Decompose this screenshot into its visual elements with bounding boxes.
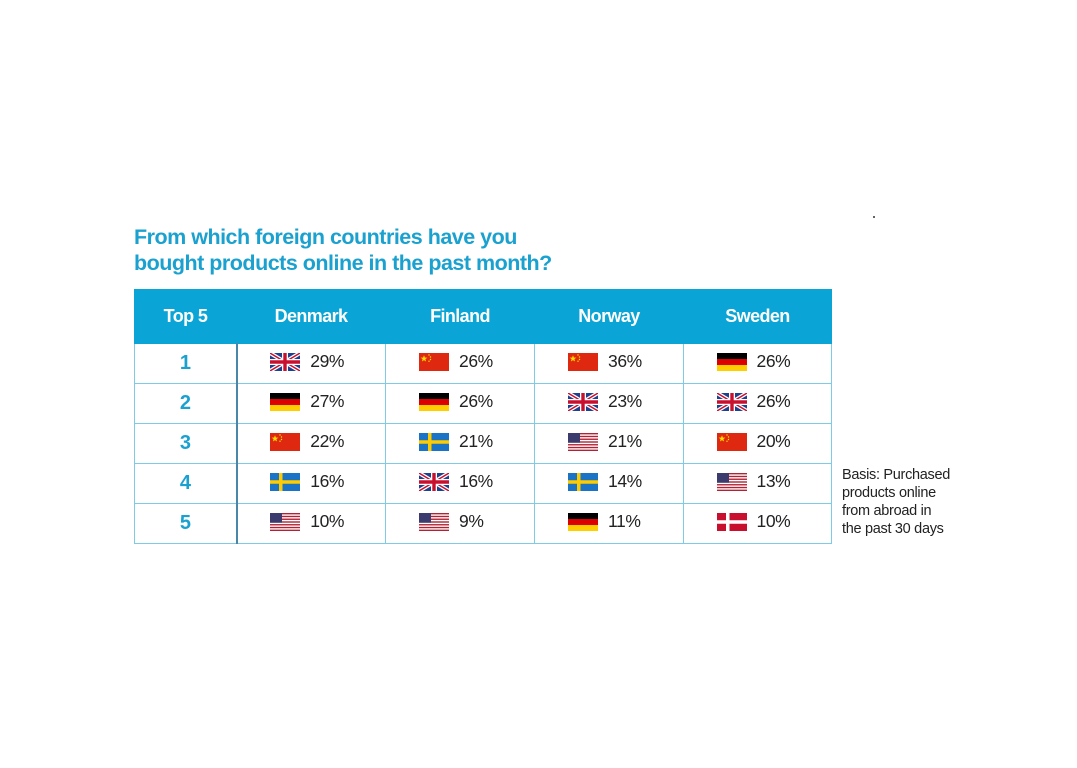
percent-value: 26% <box>459 391 493 412</box>
header-norway: Norway <box>534 289 684 344</box>
value-cell: 29% <box>236 343 386 384</box>
usa-flag-icon <box>716 472 747 491</box>
value-cell: 26% <box>385 383 535 424</box>
basis-note: Basis: Purchased products online from ab… <box>842 466 982 538</box>
table-row: 5 10% 9% 11% 10% <box>134 503 832 544</box>
value-cell: 13% <box>683 463 832 504</box>
sweden-flag-icon <box>568 472 598 491</box>
header-denmark: Denmark <box>236 289 386 344</box>
value-cell: 16% <box>385 463 535 504</box>
basis-note-line-4: the past 30 days <box>842 521 944 537</box>
table-row: 3 22% 21% 21% 20% <box>134 423 832 464</box>
rank-cell: 5 <box>134 503 238 544</box>
percent-value: 16% <box>459 471 493 492</box>
header-top5: Top 5 <box>134 289 237 344</box>
table-row: 4 16% 16% 14% 13% <box>134 463 832 504</box>
uk-flag-icon <box>716 392 747 411</box>
denmark-flag-icon <box>716 512 747 531</box>
rank-cell: 1 <box>134 343 238 384</box>
percent-value: 10% <box>756 511 791 532</box>
percent-value: 26% <box>756 391 791 412</box>
percent-value: 29% <box>310 351 345 372</box>
value-cell: 26% <box>385 343 535 384</box>
chart-title: From which foreign countries have you bo… <box>134 224 774 276</box>
rank-cell: 4 <box>134 463 238 504</box>
table-row: 1 29% 26% 36% 26% <box>134 343 832 384</box>
value-cell: 22% <box>236 423 386 464</box>
value-cell: 11% <box>534 503 684 544</box>
value-cell: 21% <box>534 423 684 464</box>
chart-title-line-1: From which foreign countries have you <box>134 225 517 249</box>
basis-note-line-2: products online <box>842 485 936 501</box>
value-cell: 10% <box>236 503 386 544</box>
uk-flag-icon <box>270 352 301 371</box>
value-cell: 10% <box>683 503 832 544</box>
germany-flag-icon <box>716 352 747 371</box>
rank-cell: 2 <box>134 383 238 424</box>
value-cell: 26% <box>683 343 832 384</box>
chart-title-line-2: bought products online in the past month… <box>134 251 552 275</box>
sweden-flag-icon <box>419 432 449 451</box>
germany-flag-icon <box>270 392 301 411</box>
percent-value: 26% <box>756 351 791 372</box>
percent-value: 11% <box>608 511 641 532</box>
value-cell: 16% <box>236 463 386 504</box>
value-cell: 27% <box>236 383 386 424</box>
china-flag-icon <box>270 432 301 451</box>
header-sweden: Sweden <box>683 289 832 344</box>
value-cell: 23% <box>534 383 684 424</box>
usa-flag-icon <box>419 512 449 531</box>
basis-note-line-3: from abroad in <box>842 503 932 519</box>
germany-flag-icon <box>419 392 449 411</box>
stray-dot <box>873 216 875 218</box>
percent-value: 16% <box>310 471 345 492</box>
uk-flag-icon <box>568 392 598 411</box>
sweden-flag-icon <box>270 472 301 491</box>
percent-value: 22% <box>310 431 345 452</box>
value-cell: 21% <box>385 423 535 464</box>
top5-table: Top 5 Denmark Finland Norway Sweden 1 29% 26% 3… <box>134 289 832 544</box>
header-finland: Finland <box>385 289 535 344</box>
value-cell: 36% <box>534 343 684 384</box>
percent-value: 9% <box>459 511 484 532</box>
value-cell: 26% <box>683 383 832 424</box>
china-flag-icon <box>716 432 747 451</box>
rank-cell: 3 <box>134 423 238 464</box>
percent-value: 21% <box>608 431 642 452</box>
percent-value: 26% <box>459 351 493 372</box>
percent-value: 23% <box>608 391 642 412</box>
table-body: 1 29% 26% 36% 26% 2 27% 26% 23% 26% 3 22% 21% 21% 20% 4… <box>134 343 832 544</box>
value-cell: 20% <box>683 423 832 464</box>
germany-flag-icon <box>568 512 598 531</box>
usa-flag-icon <box>568 432 598 451</box>
basis-note-line-1: Basis: Purchased <box>842 467 951 483</box>
china-flag-icon <box>419 352 449 371</box>
value-cell: 14% <box>534 463 684 504</box>
header-row: Top 5 Denmark Finland Norway Sweden <box>134 289 832 344</box>
percent-value: 13% <box>756 471 791 492</box>
percent-value: 27% <box>310 391 345 412</box>
percent-value: 10% <box>310 511 345 532</box>
value-cell: 9% <box>385 503 535 544</box>
percent-value: 21% <box>459 431 493 452</box>
percent-value: 36% <box>608 351 642 372</box>
china-flag-icon <box>568 352 598 371</box>
percent-value: 14% <box>608 471 642 492</box>
uk-flag-icon <box>419 472 449 491</box>
usa-flag-icon <box>270 512 301 531</box>
table-row: 2 27% 26% 23% 26% <box>134 383 832 424</box>
percent-value: 20% <box>756 431 791 452</box>
